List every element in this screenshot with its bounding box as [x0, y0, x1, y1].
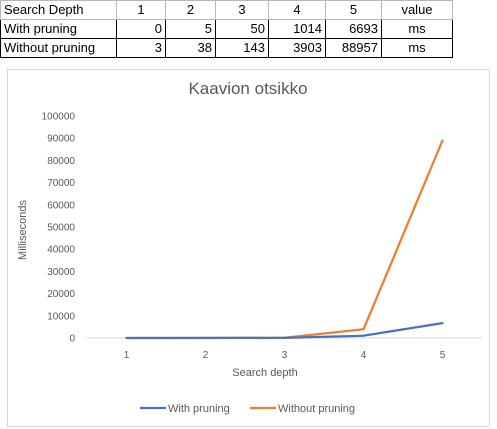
cell-with-pruning-unit[interactable]: ms — [381, 19, 453, 39]
y-tick-label: 70000 — [47, 178, 75, 189]
y-tick-label: 100000 — [42, 112, 76, 123]
y-axis-ticks: 0 10000 20000 30000 40000 50000 60000 70000 8000… — [42, 112, 76, 345]
y-tick-label: 60000 — [47, 200, 75, 211]
x-tick-label: 4 — [361, 350, 367, 361]
y-tick-label: 50000 — [47, 223, 75, 234]
data-table: Search Depth 1 2 3 4 5 value With prunin… — [0, 0, 453, 58]
table-row-with-pruning: With pruning 0 5 50 1014 6693 ms — [0, 19, 453, 39]
x-tick-label: 2 — [203, 350, 209, 361]
y-tick-label: 20000 — [47, 289, 75, 300]
cell-without-pruning-depth-2[interactable]: 38 — [165, 38, 216, 58]
cell-with-pruning-depth-1[interactable]: 0 — [116, 19, 166, 39]
series-lines — [125, 139, 444, 340]
header-cell-depth-4[interactable]: 4 — [268, 0, 326, 20]
header-cell-depth-3[interactable]: 3 — [215, 0, 269, 20]
cell-without-pruning-depth-1[interactable]: 3 — [116, 38, 166, 58]
y-tick-label: 90000 — [47, 134, 75, 145]
table-row-without-pruning: Without pruning 3 38 143 3903 88957 ms — [0, 38, 453, 58]
row-label-with-pruning[interactable]: With pruning — [0, 19, 117, 39]
x-axis-title: Search depth — [232, 367, 297, 379]
cell-without-pruning-depth-4[interactable]: 3903 — [268, 38, 326, 58]
chart-legend: With pruning Without pruning — [140, 403, 355, 415]
y-tick-label: 10000 — [47, 311, 75, 322]
x-tick-label: 5 — [440, 350, 446, 361]
chart-title: Kaavion otsikko — [188, 79, 307, 98]
x-axis-ticks: 1 2 3 4 5 — [124, 350, 446, 361]
x-tick-label: 3 — [282, 350, 288, 361]
legend-label-with-pruning: With pruning — [168, 403, 230, 415]
cell-with-pruning-depth-3[interactable]: 50 — [215, 19, 269, 39]
y-tick-label: 80000 — [47, 156, 75, 167]
chart-canvas: Kaavion otsikko 0 10000 20000 30000 40000 500… — [17, 79, 482, 415]
series-line-with-pruning[interactable] — [125, 321, 444, 340]
header-cell-depth-1[interactable]: 1 — [116, 0, 166, 20]
table-header-row: Search Depth 1 2 3 4 5 value — [0, 0, 453, 20]
header-cell-value[interactable]: value — [381, 0, 453, 20]
series-line-without-pruning[interactable] — [125, 139, 444, 340]
line-chart[interactable]: Kaavion otsikko 0 10000 20000 30000 40000 500… — [7, 69, 490, 427]
row-label-without-pruning[interactable]: Without pruning — [0, 38, 117, 58]
legend-label-without-pruning: Without pruning — [278, 403, 355, 415]
y-tick-label: 0 — [69, 334, 75, 345]
cell-without-pruning-unit[interactable]: ms — [381, 38, 453, 58]
cell-with-pruning-depth-5[interactable]: 6693 — [325, 19, 382, 39]
cell-with-pruning-depth-2[interactable]: 5 — [165, 19, 216, 39]
y-axis-title: Milliseconds — [17, 200, 29, 260]
header-cell-depth-5[interactable]: 5 — [325, 0, 382, 20]
cell-with-pruning-depth-4[interactable]: 1014 — [268, 19, 326, 39]
header-cell-search-depth[interactable]: Search Depth — [0, 0, 117, 20]
x-tick-label: 1 — [124, 350, 130, 361]
cell-without-pruning-depth-5[interactable]: 88957 — [325, 38, 382, 58]
header-cell-depth-2[interactable]: 2 — [165, 0, 216, 20]
cell-without-pruning-depth-3[interactable]: 143 — [215, 38, 269, 58]
y-tick-label: 40000 — [47, 245, 75, 256]
y-tick-label: 30000 — [47, 267, 75, 278]
